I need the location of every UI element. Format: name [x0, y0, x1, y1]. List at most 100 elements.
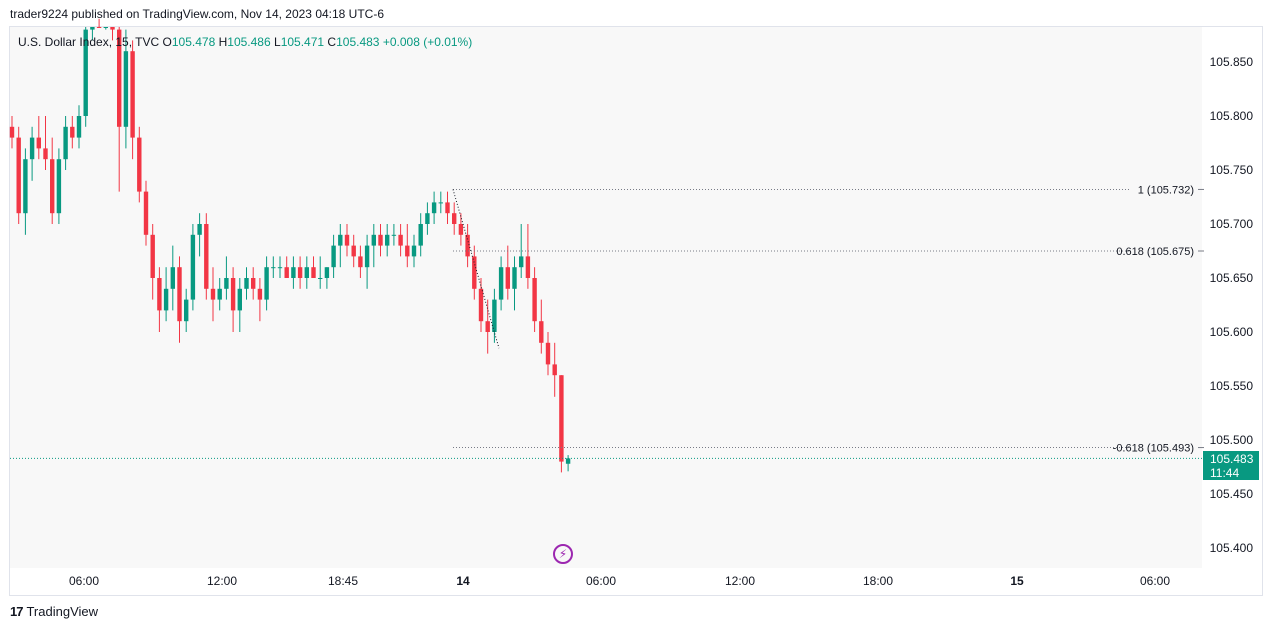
candle	[103, 27, 108, 30]
candle-body	[76, 116, 82, 138]
candle-body	[284, 267, 289, 278]
candles-group	[9, 18, 571, 473]
candle	[371, 224, 376, 268]
candle	[344, 224, 350, 257]
candle-body	[512, 267, 517, 289]
candle	[398, 224, 403, 257]
fib-level-label: 0.618 (105.675)	[1116, 246, 1194, 258]
candle-body	[405, 245, 410, 257]
candle	[264, 256, 269, 311]
candle-body	[83, 29, 88, 117]
candle	[63, 116, 68, 170]
fibonacci-overlay: 1 (105.732) 0.618 (105.675) -0.618 (105.49…	[452, 184, 1204, 455]
candle	[324, 267, 330, 289]
price-axis-labels: 105.850 105.800 105.750 105.700 105.650 105.6…	[1210, 55, 1254, 555]
candle-body	[251, 278, 256, 289]
candle-body	[150, 234, 155, 278]
candle	[90, 27, 95, 41]
time-axis[interactable]	[10, 568, 1262, 595]
chart-pane[interactable]	[9, 26, 1263, 596]
candle-body	[505, 267, 510, 289]
candle	[385, 224, 390, 257]
candle	[224, 256, 229, 300]
symbol-name: U.S. Dollar Index, 15, TVC	[18, 35, 160, 49]
candle-body	[110, 27, 115, 30]
candle	[251, 267, 256, 300]
candle	[9, 116, 15, 149]
bar-countdown: 11:44	[1210, 466, 1240, 480]
candle	[230, 267, 236, 332]
open-value: 105.478	[171, 35, 216, 49]
low-value: 105.471	[280, 35, 325, 49]
candle	[177, 256, 182, 343]
candle-body	[371, 234, 376, 246]
candle-body	[318, 278, 323, 279]
candle	[143, 180, 149, 246]
last-price-value: 105.483	[1210, 452, 1254, 466]
open-label: O	[162, 35, 172, 49]
candle-body	[137, 137, 142, 192]
candle	[452, 202, 457, 235]
candle-body	[90, 27, 95, 30]
candle	[559, 375, 564, 473]
candle	[237, 278, 242, 332]
candle-body	[157, 278, 162, 311]
candle-body	[445, 202, 450, 214]
candle-body	[418, 224, 423, 246]
candle	[76, 105, 82, 149]
candle-body	[364, 245, 370, 268]
candle	[411, 234, 417, 268]
candle-body	[43, 148, 48, 160]
candle	[170, 245, 175, 311]
candle-body	[143, 191, 149, 235]
candle	[425, 202, 430, 235]
candle-body	[36, 137, 41, 149]
high-label: H	[218, 35, 228, 49]
tradingview-footer[interactable]: 17 TradingView	[10, 604, 98, 619]
candle	[364, 234, 370, 289]
candle-body	[492, 299, 497, 332]
candle	[472, 245, 477, 300]
candle	[56, 148, 62, 224]
candle	[197, 213, 202, 257]
candle	[519, 224, 524, 278]
candle-body	[311, 267, 316, 278]
candle-body	[545, 342, 551, 365]
candle	[539, 299, 544, 354]
candle	[150, 224, 155, 300]
candle	[405, 224, 410, 268]
high-value: 105.486	[227, 35, 271, 49]
candle	[351, 234, 356, 268]
candle-body	[264, 267, 269, 300]
candle	[184, 288, 189, 332]
tradingview-logo-icon: 17	[10, 604, 24, 619]
candle-body	[277, 267, 283, 269]
candle	[338, 224, 343, 268]
price-tick-label: 105.500	[1210, 433, 1254, 447]
candle	[532, 267, 537, 332]
symbol-legend[interactable]: U.S. Dollar Index, 15, TVC O105.478 H105…	[18, 35, 472, 49]
candle-body	[351, 245, 356, 257]
candle-body	[398, 234, 403, 246]
candle	[210, 267, 216, 322]
candle	[391, 224, 397, 246]
price-tick-label: 105.400	[1210, 541, 1254, 555]
price-tick-label: 105.550	[1210, 379, 1254, 393]
candle-body	[210, 288, 216, 300]
candle	[458, 213, 464, 246]
candle	[318, 256, 323, 289]
candle	[123, 29, 129, 149]
candle	[485, 299, 490, 354]
candle	[465, 224, 470, 268]
lightning-bolt-icon[interactable]: ⚡	[553, 544, 573, 564]
time-tick-label: 14	[456, 574, 470, 588]
price-tick-label: 105.650	[1210, 271, 1254, 285]
candle	[50, 137, 55, 224]
time-tick-label: 06:00	[1140, 574, 1170, 588]
candle	[438, 191, 443, 214]
candle	[505, 245, 510, 300]
fib-trend-line[interactable]	[452, 189, 500, 349]
candle-body	[472, 256, 477, 289]
candle-body	[425, 213, 430, 224]
